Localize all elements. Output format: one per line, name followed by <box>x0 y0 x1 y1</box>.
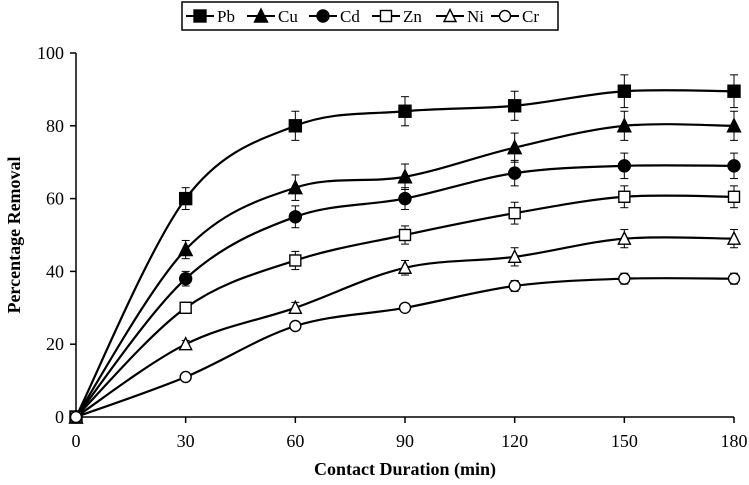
legend-label: Zn <box>403 7 422 26</box>
x-tick-label: 180 <box>721 431 748 451</box>
series-pb <box>69 74 741 424</box>
data-point <box>289 319 302 333</box>
data-point <box>178 271 193 286</box>
data-point <box>287 179 303 195</box>
data-point <box>288 119 303 133</box>
data-point <box>726 230 742 245</box>
series-line-pb <box>75 89 735 418</box>
x-tick-label: 30 <box>177 431 195 451</box>
data-point <box>178 191 193 206</box>
data-point <box>727 190 741 203</box>
data-point-shape <box>69 410 83 424</box>
legend-label: Cr <box>522 7 539 26</box>
data-point <box>178 336 193 351</box>
x-tick-label: 60 <box>286 431 304 451</box>
data-point <box>507 248 522 264</box>
x-tick-label: 0 <box>72 431 81 451</box>
y-tick-label: 0 <box>55 407 64 427</box>
legend-item-cu: Cu <box>247 7 298 26</box>
y-tick-label: 60 <box>46 189 64 209</box>
y-tick-label: 40 <box>46 261 64 281</box>
data-point-shape <box>398 191 412 206</box>
data-point <box>618 190 631 203</box>
legend: Pb Cu Cd Zn Ni Cr <box>181 1 559 31</box>
data-point <box>289 254 302 267</box>
data-point <box>727 84 741 98</box>
legend-marker <box>316 9 330 23</box>
legend-item-cd: Cd <box>309 7 360 26</box>
legend-label: Cu <box>278 7 298 26</box>
y-tick-label: 80 <box>46 116 64 136</box>
axes: 0 20 40 60 80 100 0 30 60 90 120 150 180 <box>37 43 748 451</box>
data-point-shape <box>508 279 521 293</box>
data-point-shape <box>178 271 193 286</box>
data-point <box>398 301 412 314</box>
y-axis-title: Percentage Removal <box>4 156 24 313</box>
data-point <box>617 230 632 245</box>
legend-marker <box>498 9 512 23</box>
data-point-shape <box>727 272 741 285</box>
data-point <box>507 139 523 155</box>
data-point <box>288 210 303 224</box>
data-point-shape <box>617 159 632 173</box>
series-ni <box>68 229 742 424</box>
legend-item-cr: Cr <box>491 7 539 26</box>
data-point <box>398 104 412 118</box>
data-point <box>507 99 522 113</box>
series-cr <box>69 272 741 424</box>
legend-item-ni: Ni <box>436 7 484 26</box>
legend-item-pb: Pb <box>186 7 235 26</box>
data-point <box>69 410 83 424</box>
series-layer <box>68 74 742 424</box>
data-point <box>397 168 413 184</box>
data-point <box>508 206 521 220</box>
data-point-shape <box>618 272 631 285</box>
data-point <box>617 159 632 173</box>
data-point <box>288 299 303 314</box>
data-point-shape <box>288 210 303 224</box>
legend-marker <box>379 9 393 23</box>
legend-marker <box>253 7 269 23</box>
data-point <box>507 166 522 180</box>
y-tick-label: 100 <box>37 43 64 63</box>
legend-marker-shape <box>498 9 512 23</box>
data-point <box>508 279 521 293</box>
x-tick-label: 90 <box>396 431 414 451</box>
legend-marker <box>193 9 207 23</box>
data-point <box>398 191 412 206</box>
data-point-shape <box>727 159 741 173</box>
data-point <box>616 117 632 133</box>
data-point <box>727 159 741 173</box>
series-cu <box>68 110 742 424</box>
y-tick-label: 20 <box>46 334 64 354</box>
legend-marker-shape <box>316 9 330 23</box>
data-point <box>727 272 741 285</box>
data-point <box>617 84 632 98</box>
x-tick-label: 150 <box>611 431 638 451</box>
legend-label: Cd <box>340 7 360 26</box>
legend-label: Ni <box>467 7 484 26</box>
x-axis-title: Contact Duration (min) <box>314 459 496 480</box>
legend-label: Pb <box>217 7 235 26</box>
x-tick-label: 120 <box>501 431 528 451</box>
data-point-shape <box>179 370 192 384</box>
data-point <box>398 228 412 242</box>
legend-marker <box>442 7 458 23</box>
data-point <box>618 272 631 285</box>
data-point <box>179 370 192 384</box>
data-point-shape <box>289 319 302 333</box>
data-point-shape <box>398 301 412 314</box>
data-point <box>178 240 194 257</box>
legend-item-zn: Zn <box>372 7 422 26</box>
data-point <box>397 259 413 274</box>
series-line-cr <box>75 277 735 419</box>
data-point-shape <box>507 166 522 180</box>
data-point <box>726 117 742 133</box>
data-point <box>179 301 192 314</box>
